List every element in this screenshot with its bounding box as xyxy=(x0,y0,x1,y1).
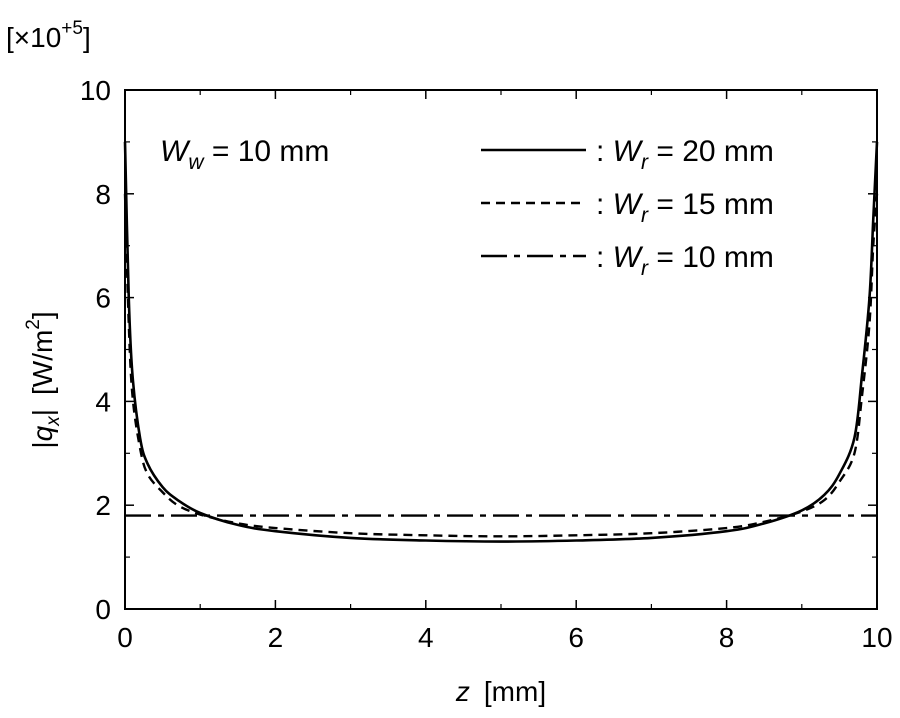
x-tick-label: 10 xyxy=(861,622,892,653)
legend-prefix-15: : xyxy=(596,188,613,221)
legend-sub-15: r xyxy=(641,204,649,227)
annotation-var: W xyxy=(160,135,191,168)
y-tick-label: 6 xyxy=(95,283,111,314)
legend-text-10: = 10 mm xyxy=(648,241,774,274)
x-axis-label: z [mm] xyxy=(455,676,546,707)
series-line-wr-15 xyxy=(123,193,879,538)
y-label-unit: [W/m xyxy=(27,330,58,395)
x-tick-label: 6 xyxy=(568,622,584,653)
plot-frame xyxy=(124,89,878,610)
legend: : Wr = 20 mm : Wr = 15 mm : Wr = 10 mm xyxy=(481,135,774,280)
y-tick-label: 10 xyxy=(80,75,111,106)
annotation-ww: Ww = 10 mm xyxy=(160,135,329,174)
legend-prefix-10: : xyxy=(596,241,613,274)
y-tick-label: 2 xyxy=(95,490,111,521)
legend-sub-20: r xyxy=(641,151,649,174)
legend-entry-10: : Wr = 10 mm xyxy=(596,241,774,280)
y-multiplier-open: [×10 xyxy=(6,22,61,53)
y-multiplier-label: [×10+5] xyxy=(6,18,91,53)
x-tick-label: 0 xyxy=(117,622,133,653)
y-label-var: q xyxy=(27,425,58,441)
y-multiplier-close: ] xyxy=(83,22,91,53)
x-tick-label: 2 xyxy=(268,622,284,653)
legend-text-15: = 15 mm xyxy=(648,188,774,221)
y-label-bar-right: | xyxy=(27,409,58,416)
y-tick-label: 8 xyxy=(95,179,111,210)
x-tick-label: 4 xyxy=(418,622,434,653)
annotation-sub: w xyxy=(188,151,205,174)
series-line-wr-20 xyxy=(123,141,879,543)
legend-var-20: W xyxy=(613,135,644,168)
legend-text-20: = 20 mm xyxy=(648,135,774,168)
x-tick-label: 8 xyxy=(719,622,735,653)
legend-var-15: W xyxy=(613,188,644,221)
y-tick-label: 0 xyxy=(95,594,111,625)
legend-var-10: W xyxy=(613,241,644,274)
x-label-var: z xyxy=(455,676,470,707)
ticks-layer: 0 2 4 6 8 10 0 2 4 6 8 10 xyxy=(80,75,893,653)
y-label-close: ] xyxy=(27,311,58,319)
series-layer xyxy=(123,141,879,543)
y-label-exp: 2 xyxy=(23,319,44,330)
legend-entry-15: : Wr = 15 mm xyxy=(596,188,774,227)
y-label-bar-left: | xyxy=(27,441,58,448)
legend-sub-10: r xyxy=(641,257,649,280)
y-label-sub: x xyxy=(43,415,64,427)
y-axis-label: |qx|[W/m2] xyxy=(23,311,64,448)
x-label-unit: [mm] xyxy=(484,676,546,707)
legend-prefix-20: : xyxy=(596,135,613,168)
y-tick-label: 4 xyxy=(95,386,111,417)
legend-entry-20: : Wr = 20 mm xyxy=(596,135,774,174)
y-multiplier-exponent: +5 xyxy=(61,18,83,39)
annotation-text: = 10 mm xyxy=(204,135,330,168)
